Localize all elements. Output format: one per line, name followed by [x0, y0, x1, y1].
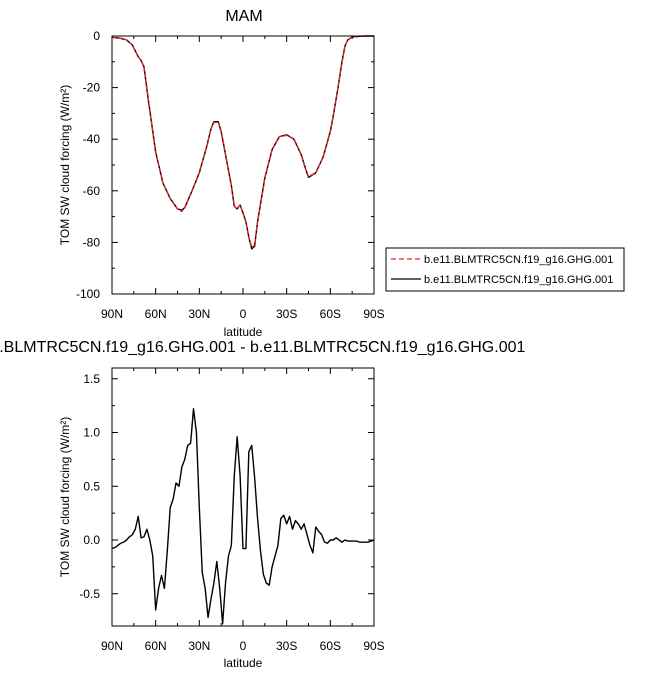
y-tick-label: -60 [83, 184, 101, 198]
bottom-panel-title: 11.BLMTRC5CN.f19_g16.GHG.001 - b.e11.BLM… [0, 339, 525, 356]
top-plot-frame [111, 35, 375, 295]
y-tick-label: 0.5 [83, 479, 100, 493]
y-tick-label: 1.5 [83, 372, 100, 386]
bottom-plot-frame [111, 367, 375, 627]
top-panel-title: MAM [225, 8, 262, 25]
x-tick-label: 90S [363, 307, 384, 321]
legend-entry-1: b.e11.BLMTRC5CN.f19_g16.GHG.001 [424, 254, 613, 266]
x-tick-label: 60S [320, 639, 341, 653]
x-tick-label: 60N [145, 639, 167, 653]
x-tick-label: 30N [188, 307, 210, 321]
x-tick-label: 30S [276, 639, 297, 653]
bottom-series-group [111, 408, 375, 625]
top-axes: 90N 60N 30N 0 30S 60S 90S 0 -20 -40 -60 -80 -100 [76, 29, 385, 321]
top-y-axis-label: TOM SW cloud forcing (W/m²) [58, 85, 72, 245]
y-tick-label: -20 [83, 81, 101, 95]
top-x-axis-label: latitude [224, 325, 263, 339]
x-tick-label: 30S [276, 307, 297, 321]
y-tick-label: -80 [83, 235, 101, 249]
x-tick-label: 60S [320, 307, 341, 321]
x-tick-label: 90N [101, 307, 123, 321]
y-tick-label: 0 [93, 29, 100, 43]
bottom-x-axis-label: latitude [224, 656, 263, 670]
top-series-group [111, 35, 374, 250]
y-tick-label: -100 [76, 287, 100, 301]
x-tick-label: 0 [240, 307, 247, 321]
bottom-panel: 11.BLMTRC5CN.f19_g16.GHG.001 - b.e11.BLM… [0, 339, 525, 670]
x-tick-label: 60N [145, 307, 167, 321]
y-tick-label: -40 [83, 132, 101, 146]
top-panel: MAM 90N 60N 30N 0 30S 60S 90S 0 -20 -40 -60 -80 -100… [58, 8, 385, 339]
series-line-red-dashed [111, 35, 374, 249]
x-tick-label: 30N [188, 639, 210, 653]
legend: b.e11.BLMTRC5CN.f19_g16.GHG.001 b.e11.BL… [385, 247, 625, 292]
series-line-black-solid [111, 35, 374, 250]
x-tick-label: 0 [240, 639, 247, 653]
x-tick-label: 90N [101, 639, 123, 653]
y-tick-label: -0.5 [79, 587, 100, 601]
bottom-y-axis-label: TOM SW cloud forcing (W/m²) [58, 417, 72, 577]
legend-box [385, 247, 625, 292]
x-tick-label: 90S [363, 639, 384, 653]
y-tick-label: 1.0 [83, 426, 100, 440]
bottom-axes: 90N 60N 30N 0 30S 60S 90S 1.5 1.0 0.5 0.0 -0.5 [79, 368, 385, 653]
series-line-black-solid [111, 408, 375, 625]
legend-entry-2: b.e11.BLMTRC5CN.f19_g16.GHG.001 [424, 274, 613, 286]
y-tick-label: 0.0 [83, 533, 100, 547]
